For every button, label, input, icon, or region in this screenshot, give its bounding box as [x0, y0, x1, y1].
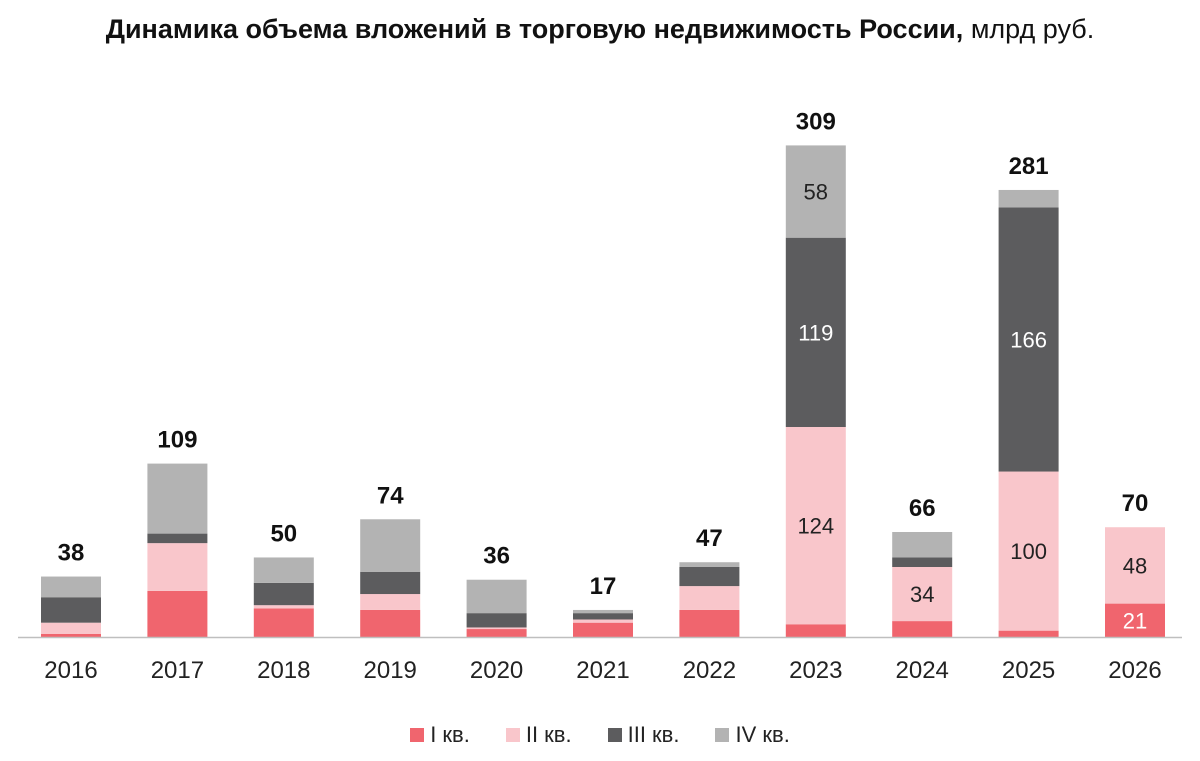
bar-segment-2016-q3 — [41, 597, 101, 623]
bar-segment-2020-q2 — [466, 627, 527, 630]
bar-segment-2019-q2 — [360, 594, 421, 610]
bar-segment-2016-q2 — [41, 622, 101, 634]
total-label-2023: 309 — [796, 108, 836, 135]
bar-segment-2022-q2 — [679, 586, 740, 610]
bar-segment-2025-q4 — [998, 189, 1059, 208]
chart-legend: I кв. II кв. III кв. IV кв. — [0, 722, 1200, 748]
bar-segment-2019-q4 — [360, 519, 421, 572]
data-label-2026-q1: 21 — [1123, 608, 1147, 633]
bar-segment-2022-q4 — [679, 562, 740, 567]
x-tick-label-2021: 2021 — [576, 657, 629, 684]
legend-label-q1: I кв. — [430, 722, 470, 747]
x-tick-label-2022: 2022 — [683, 657, 736, 684]
data-label-2025-q3: 166 — [1010, 328, 1047, 353]
total-label-2024: 66 — [909, 495, 936, 522]
bar-segment-2019-q1 — [360, 609, 421, 637]
data-label-2023-q2: 124 — [797, 514, 834, 539]
bar-segment-2026-q1 — [1105, 603, 1165, 637]
legend-item-q1: I кв. — [410, 722, 470, 748]
bar-segment-2024-q4 — [892, 532, 953, 558]
total-label-2017: 109 — [157, 427, 197, 454]
legend-item-q3: III кв. — [607, 722, 680, 748]
data-label-2023-q3: 119 — [798, 320, 833, 345]
bar-segment-2017-q1 — [147, 590, 208, 637]
legend-swatch-q4 — [715, 728, 730, 742]
data-label-2026-q2: 48 — [1123, 553, 1147, 578]
bar-segment-2020-q3 — [466, 613, 527, 628]
bar-segment-2016-q1 — [41, 633, 101, 637]
legend-swatch-q3 — [607, 728, 622, 742]
bar-segment-2022-q1 — [679, 609, 740, 637]
total-label-2016: 38 — [58, 540, 85, 567]
chart-title-unit: млрд руб. — [970, 14, 1095, 44]
data-label-2024-q2: 34 — [910, 582, 934, 607]
total-label-2020: 36 — [483, 543, 510, 570]
legend-swatch-q2 — [505, 728, 520, 742]
bar-segment-2024-q2 — [892, 567, 953, 622]
legend-item-q4: IV кв. — [715, 722, 790, 748]
bar-segment-2025-q3 — [998, 207, 1059, 472]
legend-swatch-q1 — [410, 728, 425, 742]
bar-segment-2023-q1 — [785, 624, 846, 637]
x-tick-label-2017: 2017 — [151, 657, 204, 684]
bar-segment-2018-q4 — [253, 557, 314, 583]
total-label-2025: 281 — [1009, 153, 1049, 180]
x-tick-label-2019: 2019 — [364, 657, 417, 684]
bar-segment-2021-q1 — [573, 622, 633, 637]
bar-segment-2024-q3 — [892, 557, 953, 567]
chart-title: Динамика объема вложений в торговую недв… — [0, 14, 1200, 45]
bar-segment-2025-q2 — [998, 471, 1059, 631]
x-tick-label-2025: 2025 — [1002, 657, 1055, 684]
chart-title-main: Динамика объема вложений в торговую недв… — [105, 14, 964, 44]
x-tick-label-2018: 2018 — [257, 657, 310, 684]
x-tick-label-2024: 2024 — [896, 657, 949, 684]
legend-item-q2: II кв. — [505, 722, 572, 748]
bar-segment-2016-q4 — [41, 576, 101, 598]
bar-segment-2018-q1 — [253, 608, 314, 637]
bar-segment-2021-q3 — [573, 613, 633, 620]
total-label-2022: 47 — [696, 525, 723, 552]
bar-segment-2017-q3 — [147, 533, 208, 544]
total-label-2018: 50 — [270, 520, 297, 547]
x-tick-label-2023: 2023 — [789, 657, 842, 684]
x-tick-label-2026: 2026 — [1108, 657, 1161, 684]
bar-segment-2019-q3 — [360, 571, 421, 595]
bar-segment-2017-q4 — [147, 463, 208, 534]
total-label-2026: 70 — [1122, 490, 1149, 517]
legend-label-q3: III кв. — [627, 722, 680, 747]
legend-label-q4: IV кв. — [735, 722, 790, 747]
bar-segment-2020-q1 — [466, 629, 527, 637]
bar-segment-2025-q1 — [998, 630, 1059, 637]
total-label-2021: 17 — [590, 573, 617, 600]
bar-segment-2023-q2 — [785, 427, 846, 625]
bar-segment-2026-q2 — [1105, 527, 1165, 604]
data-label-2025-q2: 100 — [1010, 539, 1047, 564]
bar-segment-2022-q3 — [679, 567, 740, 587]
bar-segment-2021-q4 — [573, 609, 633, 614]
bar-segment-2017-q2 — [147, 543, 208, 591]
bar-segment-2024-q1 — [892, 621, 953, 637]
bar-segment-2023-q3 — [785, 237, 846, 427]
bar-segment-2023-q4 — [785, 145, 846, 238]
bar-segment-2021-q2 — [573, 619, 633, 623]
legend-label-q2: II кв. — [525, 722, 572, 747]
data-label-2023-q4: 58 — [804, 180, 828, 205]
bar-segment-2020-q4 — [466, 579, 527, 614]
x-tick-label-2020: 2020 — [470, 657, 523, 684]
bar-segment-2018-q3 — [253, 582, 314, 606]
bar-segment-2018-q2 — [253, 605, 314, 609]
total-label-2019: 74 — [377, 482, 404, 509]
x-tick-label-2016: 2016 — [44, 657, 97, 684]
